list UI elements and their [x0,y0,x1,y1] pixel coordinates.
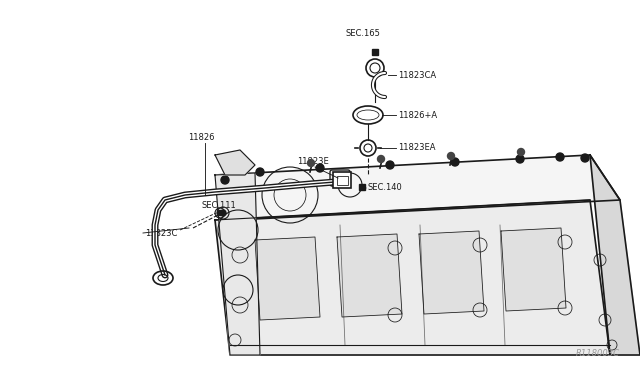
Text: SEC.140: SEC.140 [368,183,403,192]
Text: 11826+A: 11826+A [398,110,437,119]
Circle shape [386,161,394,169]
Polygon shape [215,150,255,175]
Text: 11823E: 11823E [297,157,329,167]
Circle shape [518,148,525,155]
Text: SEC.111: SEC.111 [202,201,237,209]
Circle shape [447,153,454,160]
Circle shape [220,210,226,216]
Circle shape [218,211,223,215]
Circle shape [581,154,589,162]
Circle shape [556,153,564,161]
Text: 11823CA: 11823CA [398,71,436,80]
Polygon shape [215,173,260,355]
Polygon shape [501,228,566,311]
Text: 11826: 11826 [188,134,214,142]
Circle shape [378,155,385,163]
Circle shape [307,160,314,167]
Text: R118003C: R118003C [576,349,620,358]
Circle shape [221,176,229,184]
Circle shape [516,155,524,163]
Text: 11823C: 11823C [145,228,177,237]
Polygon shape [255,237,320,320]
Polygon shape [419,231,484,314]
Polygon shape [215,200,610,355]
Circle shape [316,164,324,172]
Text: 11823EA: 11823EA [398,144,435,153]
Polygon shape [590,155,640,355]
Polygon shape [215,155,620,220]
Circle shape [451,158,459,166]
Polygon shape [337,234,402,317]
Circle shape [256,168,264,176]
Text: SEC.165: SEC.165 [346,29,380,38]
FancyBboxPatch shape [333,172,351,188]
